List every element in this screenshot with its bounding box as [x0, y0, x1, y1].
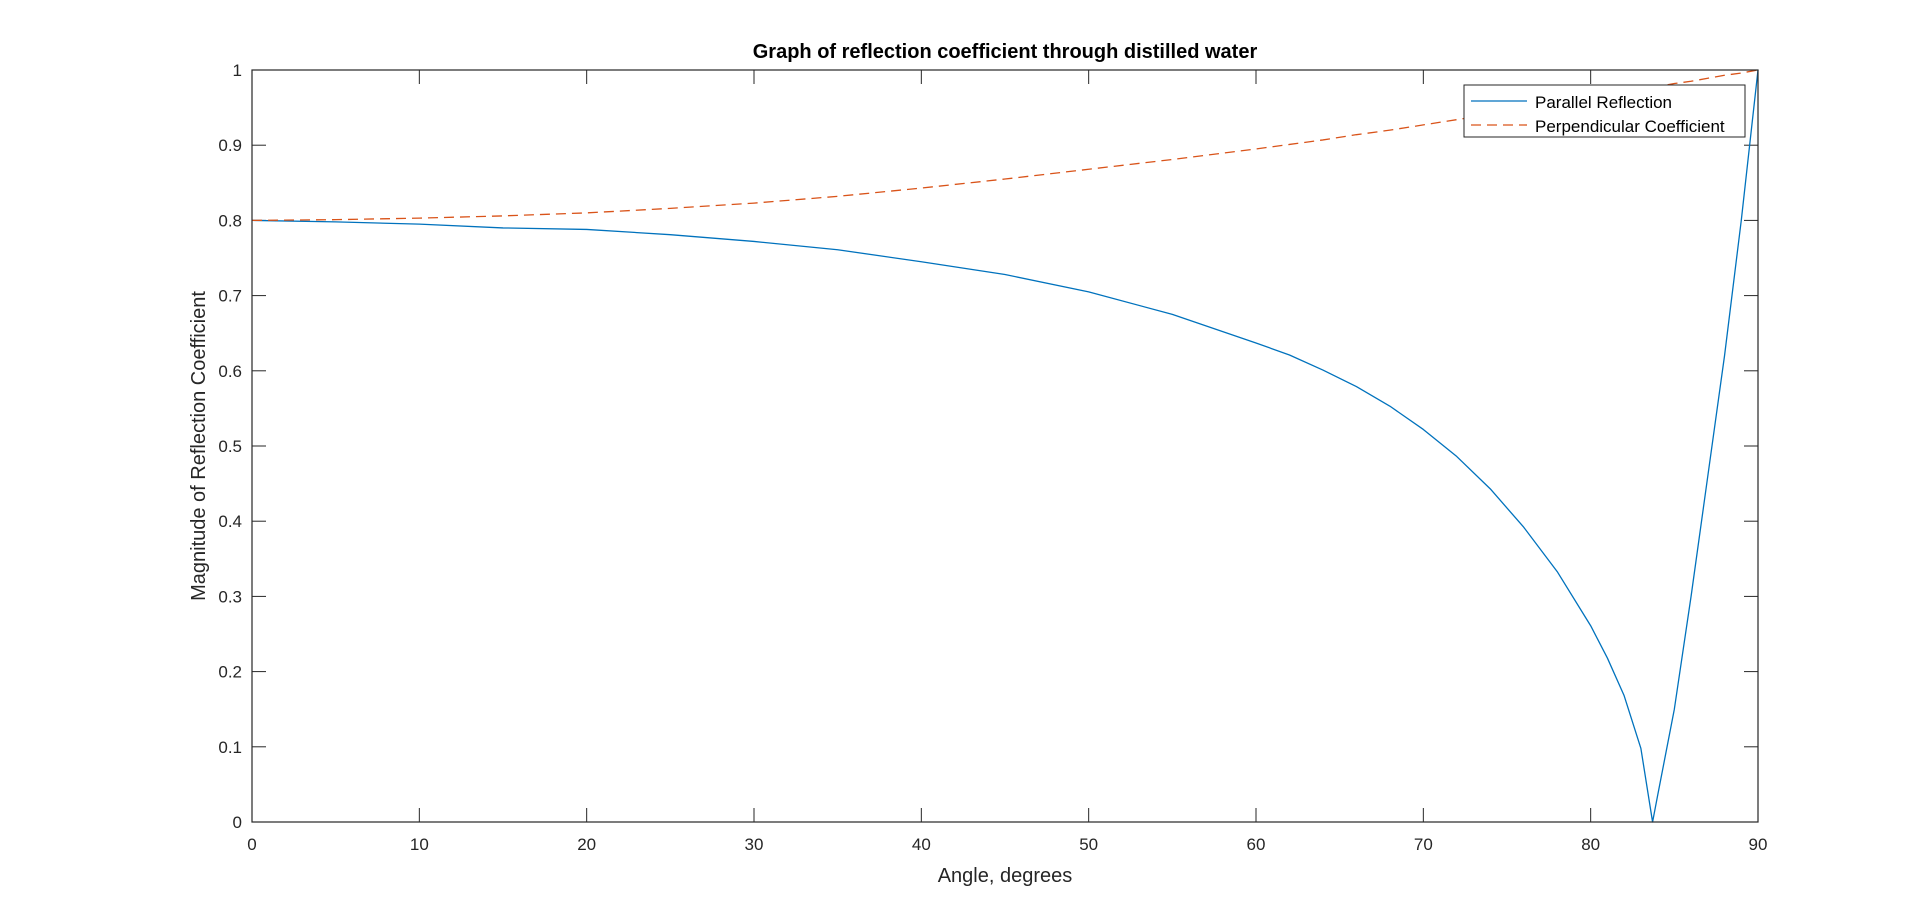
- legend-box: [1463, 84, 1746, 138]
- y-tick-label: 1: [233, 61, 242, 80]
- y-tick-label: 0.1: [218, 738, 242, 757]
- y-tick-labels: 0 0.1 0.2 0.3 0.4 0.5 0.6 0.7 0.8 0.9 1: [218, 61, 242, 832]
- chart-title: Graph of reflection coefficient through …: [753, 41, 1258, 63]
- x-tick-label: 90: [1749, 835, 1768, 854]
- y-tick-label: 0.2: [218, 663, 242, 682]
- y-tick-label: 0.6: [218, 362, 242, 381]
- plot-area: [252, 70, 1758, 822]
- legend: Parallel Reflection Perpendicular Coeffi…: [1463, 84, 1746, 138]
- x-tick-label: 50: [1079, 835, 1098, 854]
- legend-label-perpendicular-coefficient: Perpendicular Coefficient: [1535, 117, 1725, 136]
- series-line-perpendicular-coefficient: [251, 69, 1759, 222]
- series-layer: [251, 69, 1759, 823]
- y-tick-label: 0.8: [218, 211, 242, 230]
- y-tick-label: 0.7: [218, 287, 242, 306]
- y-tick-label: 0.5: [218, 437, 242, 456]
- y-tick-label: 0.4: [218, 512, 242, 531]
- plot-frame: [251, 69, 1759, 823]
- tick-marks-group: [251, 69, 1759, 823]
- x-tick-labels: 0 10 20 30 40 50 60 70 80 90: [247, 835, 1767, 854]
- x-tick-label: 20: [577, 835, 596, 854]
- x-tick-label: 0: [247, 835, 256, 854]
- x-tick-label: 40: [912, 835, 931, 854]
- x-axis-label: Angle, degrees: [938, 865, 1073, 887]
- x-tick-label: 30: [745, 835, 764, 854]
- x-tick-label: 80: [1581, 835, 1600, 854]
- legend-label-parallel-reflection: Parallel Reflection: [1535, 93, 1672, 112]
- x-tick-label: 60: [1247, 835, 1266, 854]
- y-axis-label: Magnitude of Reflection Coefficient: [188, 291, 210, 601]
- series-line-parallel-reflection: [251, 69, 1759, 823]
- y-tick-label: 0.9: [218, 136, 242, 155]
- x-tick-label: 10: [410, 835, 429, 854]
- y-tick-label: 0.3: [218, 587, 242, 606]
- y-tick-label: 0: [233, 813, 242, 832]
- x-tick-label: 70: [1414, 835, 1433, 854]
